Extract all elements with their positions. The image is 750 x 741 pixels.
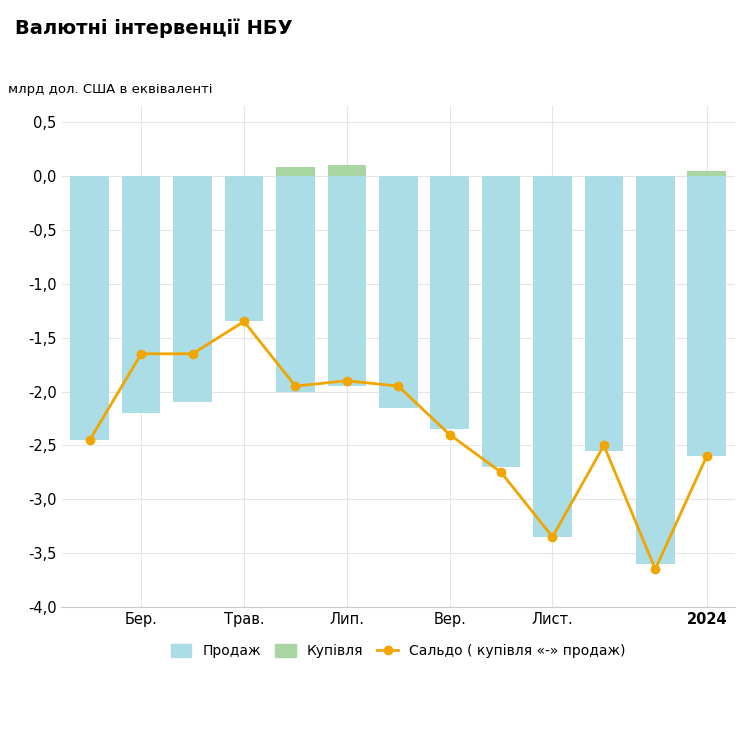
Bar <box>482 176 520 467</box>
Text: млрд дол. США в еквіваленті: млрд дол. США в еквіваленті <box>8 83 212 96</box>
Bar <box>328 176 366 386</box>
Bar <box>276 176 315 391</box>
Bar <box>225 176 263 322</box>
Text: Валютні інтервенції НБУ: Валютні інтервенції НБУ <box>15 19 292 38</box>
Bar <box>70 176 109 440</box>
Bar <box>379 176 418 408</box>
Bar <box>173 176 212 402</box>
Bar <box>430 176 469 429</box>
Legend: Продаж, Купівля, Сальдо ( купівля «-» продаж): Продаж, Купівля, Сальдо ( купівля «-» пр… <box>164 637 633 665</box>
Bar <box>584 176 623 451</box>
Bar <box>328 165 366 176</box>
Bar <box>636 176 674 564</box>
Bar <box>276 167 315 176</box>
Bar <box>122 176 160 413</box>
Bar <box>688 170 726 176</box>
Bar <box>688 176 726 456</box>
Bar <box>533 176 572 537</box>
